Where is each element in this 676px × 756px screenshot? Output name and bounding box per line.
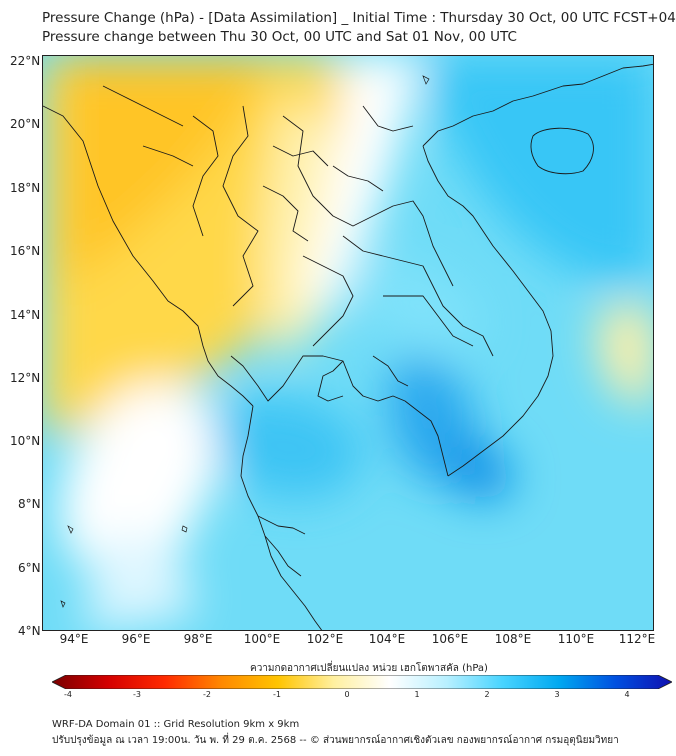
colorbar-tick: 0 <box>344 690 350 699</box>
lat-label-18n: 18°N <box>10 181 41 195</box>
colorbar-tick: 4 <box>624 690 630 699</box>
footer-domain-info: WRF-DA Domain 01 :: Grid Resolution 9km … <box>52 719 300 730</box>
lon-label-96e: 96°E <box>121 632 151 646</box>
lon-label-110e: 110°E <box>557 632 595 646</box>
lat-label-20n: 20°N <box>10 117 41 131</box>
map-subtitle: Pressure change between Thu 30 Oct, 00 U… <box>42 29 517 45</box>
footer-credit: ปรับปรุงข้อมูล ณ เวลา 19:00น. วัน พ. ที่… <box>52 735 619 746</box>
lon-label-108e: 108°E <box>494 632 532 646</box>
colorbar-tick: -4 <box>64 690 72 699</box>
lon-label-104e: 104°E <box>368 632 406 646</box>
colorbar-tick: -1 <box>273 690 281 699</box>
colorbar <box>52 675 672 689</box>
lon-label-98e: 98°E <box>183 632 213 646</box>
pressure-change-map <box>42 55 654 631</box>
coastline-borders <box>43 63 653 630</box>
colorbar-tick: 1 <box>414 690 420 699</box>
lat-label-10n: 10°N <box>10 434 41 448</box>
colorbar-tick: -2 <box>203 690 211 699</box>
colorbar-gradient <box>52 675 672 689</box>
colorbar-tick: -3 <box>133 690 141 699</box>
lon-label-102e: 102°E <box>306 632 344 646</box>
lon-label-94e: 94°E <box>59 632 89 646</box>
lon-label-106e: 106°E <box>431 632 469 646</box>
islands <box>60 75 430 608</box>
lat-label-14n: 14°N <box>10 308 41 322</box>
map-title: Pressure Change (hPa) - [Data Assimilati… <box>42 10 676 26</box>
lat-label-12n: 12°N <box>10 371 41 385</box>
colorbar-tick: 3 <box>554 690 560 699</box>
lon-label-100e: 100°E <box>243 632 281 646</box>
lat-label-16n: 16°N <box>10 244 41 258</box>
pressure-field <box>43 56 653 630</box>
lat-label-22n: 22°N <box>10 54 41 68</box>
colorbar-tick: 2 <box>484 690 490 699</box>
lat-label-8n: 8°N <box>18 497 41 511</box>
lon-label-112e: 112°E <box>618 632 656 646</box>
lat-label-4n: 4°N <box>18 624 41 638</box>
colorbar-title: ความกดอากาศเปลี่ยนแปลง หน่วย เฮกโตพาสคัล… <box>250 663 488 674</box>
lat-label-6n: 6°N <box>18 561 41 575</box>
